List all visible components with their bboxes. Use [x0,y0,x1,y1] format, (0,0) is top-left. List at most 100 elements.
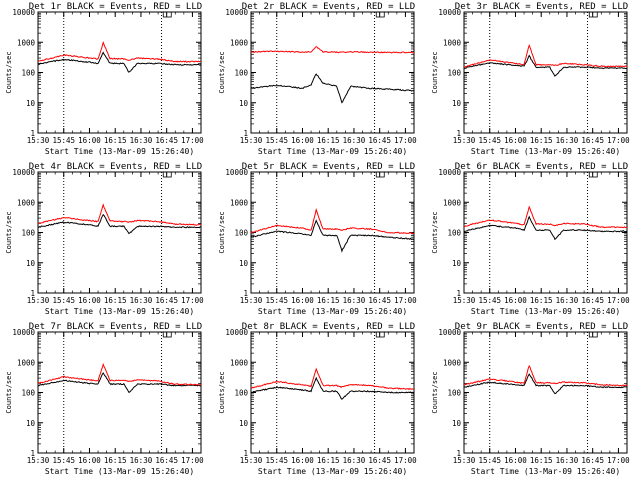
y-tick-label: 1000 [230,38,249,47]
x-axis-label: Start Time (13-Mar-09 15:26:40) [45,467,194,476]
x-tick-label: 15:30 [453,136,476,145]
panel-title: Det 4r BLACK = Events, RED = LLD [29,162,202,172]
y-tick-label: 1 [243,129,248,138]
x-tick-label: 16:15 [104,456,127,465]
y-tick-label: 10 [452,419,462,428]
x-tick-label: 15:45 [265,296,288,305]
lld-series-line [37,40,201,63]
y-tick-label: 10000 [12,168,35,177]
lld-series-line [37,203,202,226]
y-tick-label: 10 [239,419,249,428]
x-tick-label: 15:30 [453,456,476,465]
plot-frame [250,11,415,134]
y-tick-label: 1 [243,289,248,298]
x-tick-label: 16:30 [556,136,579,145]
plot-frame [463,11,628,134]
x-tick-label: 16:00 [504,136,527,145]
x-tick-label: 16:15 [530,456,553,465]
y-tick-label: 1000 [17,198,36,207]
events-series-line [250,73,415,104]
x-tick-label: 16:30 [130,456,153,465]
y-tick-label: 1 [456,129,461,138]
x-tick-label: 16:15 [104,296,127,305]
panel-title: Det 9r BLACK = Events, RED = LLD [455,322,628,332]
plot-frame [37,171,202,294]
panel-title: Det 5r BLACK = Events, RED = LLD [242,162,415,172]
y-axis-label: Counts/sec [218,51,226,93]
frame-marker [588,171,598,178]
panel-title: Det 1r BLACK = Events, RED = LLD [29,2,202,12]
x-tick-label: 16:15 [317,296,340,305]
y-tick-label: 100 [21,389,35,398]
x-axis-label: Start Time (13-Mar-09 15:26:40) [471,467,620,476]
frame-marker [162,171,172,178]
x-tick-label: 17:00 [394,296,417,305]
x-tick-label: 15:30 [27,136,50,145]
x-tick-label: 16:30 [130,136,153,145]
y-tick-label: 1000 [17,38,36,47]
x-tick-label: 15:30 [27,456,50,465]
x-tick-label: 17:00 [607,456,630,465]
y-tick-label: 10000 [438,328,461,337]
y-axis-label: Counts/sec [5,211,13,253]
panel-det-3: Det 3r BLACK = Events, RED = LLD Start Ti… [431,2,630,156]
x-tick-label: 16:30 [556,296,579,305]
y-tick-label: 1000 [443,38,462,47]
panel-det-5: Det 5r BLACK = Events, RED = LLD Start Ti… [218,162,417,316]
y-tick-label: 10 [26,99,36,108]
panel-det-2: Det 2r BLACK = Events, RED = LLD Start Ti… [218,2,417,156]
lld-series-line [250,367,415,391]
plot-frame [37,11,202,134]
x-axis-label: Start Time (13-Mar-09 15:26:40) [258,147,407,156]
y-tick-label: 1 [456,449,461,458]
panel-det-7: Det 7r BLACK = Events, RED = LLD Start Ti… [5,322,204,476]
x-axis-label: Start Time (13-Mar-09 15:26:40) [471,307,620,316]
panel-title: Det 3r BLACK = Events, RED = LLD [455,2,628,12]
x-tick-label: 16:00 [291,136,314,145]
x-tick-label: 15:30 [453,296,476,305]
x-tick-label: 16:45 [581,136,604,145]
x-axis-label: Start Time (13-Mar-09 15:26:40) [45,307,194,316]
plot-frame [463,331,628,454]
panel-det-1: Det 1r BLACK = Events, RED = LLD Start Ti… [5,2,204,156]
lld-series-line [250,46,415,54]
y-tick-label: 1 [30,129,35,138]
y-tick-label: 1000 [17,358,36,367]
frame-marker [588,11,598,18]
panel-det-9: Det 9r BLACK = Events, RED = LLD Start Ti… [431,322,630,476]
plot-frame [463,171,628,294]
x-tick-label: 16:30 [130,296,153,305]
x-tick-label: 16:45 [155,136,178,145]
x-tick-label: 15:45 [478,136,501,145]
x-tick-label: 15:30 [27,296,50,305]
x-tick-label: 15:30 [240,296,263,305]
panel-det-8: Det 8r BLACK = Events, RED = LLD Start Ti… [218,322,417,476]
y-tick-label: 100 [447,69,461,78]
y-tick-label: 1 [456,289,461,298]
frame-marker [375,331,385,338]
y-tick-label: 10000 [225,168,248,177]
x-tick-label: 16:00 [291,296,314,305]
frame-marker [375,11,385,18]
x-tick-label: 16:15 [317,136,340,145]
panel-det-6: Det 6r BLACK = Events, RED = LLD Start Ti… [431,162,630,316]
x-tick-label: 16:15 [530,136,553,145]
events-series-line [464,54,627,77]
x-tick-label: 17:00 [181,296,204,305]
y-axis-label: Counts/sec [5,371,13,413]
x-tick-label: 16:45 [368,296,391,305]
events-series-line [463,373,628,395]
x-tick-label: 15:30 [240,136,263,145]
y-tick-label: 100 [21,69,35,78]
y-axis-label: Counts/sec [5,51,13,93]
x-tick-label: 16:00 [78,136,101,145]
x-tick-label: 15:45 [265,136,288,145]
y-tick-label: 1 [30,449,35,458]
x-tick-label: 15:45 [52,456,75,465]
events-series-line [250,376,415,400]
x-tick-label: 16:00 [504,296,527,305]
x-tick-label: 17:00 [607,296,630,305]
y-tick-label: 1 [243,449,248,458]
x-tick-label: 16:45 [155,296,178,305]
